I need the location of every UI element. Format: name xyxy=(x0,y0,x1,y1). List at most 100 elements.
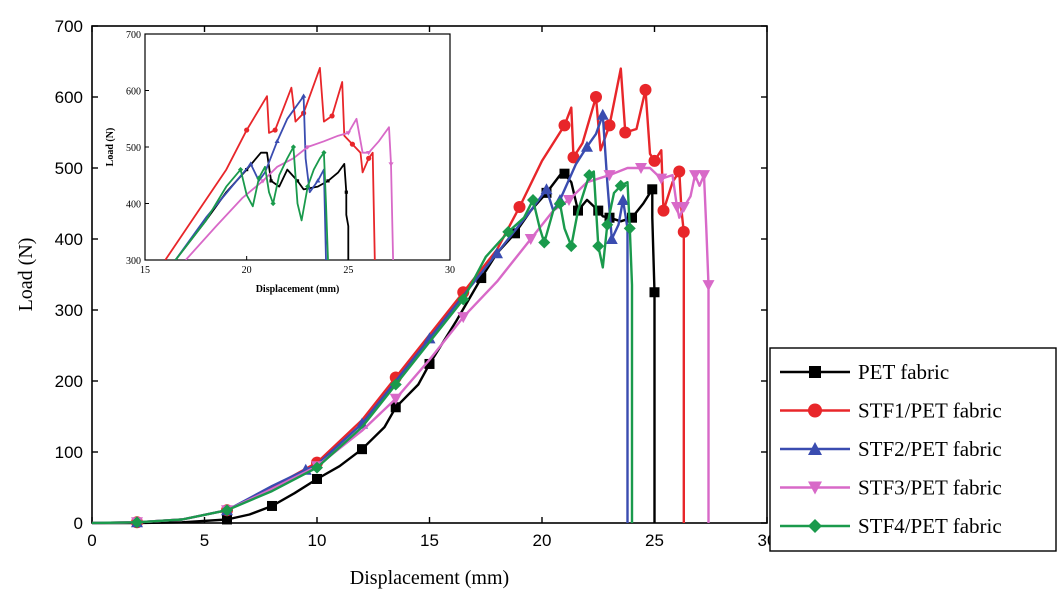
data-point xyxy=(513,201,526,214)
data-point xyxy=(559,168,570,179)
data-point xyxy=(502,225,515,238)
data-point xyxy=(554,197,566,210)
x-tick-label: 25 xyxy=(645,531,664,550)
data-point xyxy=(617,193,629,205)
data-point xyxy=(312,473,322,484)
inset-x-tick-label: 20 xyxy=(242,265,252,276)
inset-data-point xyxy=(345,131,351,136)
legend-marker xyxy=(808,442,822,455)
data-point xyxy=(635,163,647,174)
inset-data-point xyxy=(237,167,244,173)
data-point xyxy=(648,154,661,167)
data-point xyxy=(389,378,402,391)
x-tick-label: 5 xyxy=(200,531,209,550)
inset-data-point xyxy=(366,151,372,156)
legend-label: STF3/PET fabric xyxy=(858,476,1002,500)
legend-item: STF1/PET fabric xyxy=(780,399,1002,423)
data-point xyxy=(647,184,658,195)
data-point xyxy=(649,287,660,298)
inset-y-axis-title: Load (N) xyxy=(105,128,116,167)
data-point xyxy=(540,183,553,195)
inset-data-point xyxy=(260,179,266,184)
inset-y-tick-label: 600 xyxy=(126,87,141,98)
data-point xyxy=(657,204,670,217)
data-point xyxy=(623,222,636,235)
inset-y-tick-label: 500 xyxy=(126,143,141,154)
series-line xyxy=(91,170,634,525)
y-tick-label: 100 xyxy=(55,443,83,462)
data-point xyxy=(423,332,436,344)
inset-x-axis-title: Displacement (mm) xyxy=(256,284,340,295)
data-point xyxy=(221,504,233,517)
x-tick-label: 0 xyxy=(87,531,96,550)
data-point xyxy=(593,205,604,216)
legend-label: STF2/PET fabric xyxy=(858,437,1002,461)
inset-plot: 15 20 25 30 300 400 500 600 700 Displacement (mm)… xyxy=(105,30,455,295)
y-tick-label: 400 xyxy=(55,230,83,249)
data-point xyxy=(677,202,690,214)
data-point xyxy=(510,228,520,239)
legend-label: PET fabric xyxy=(858,360,949,384)
legend-item: STF2/PET fabric xyxy=(780,437,1002,461)
inset-data-point xyxy=(301,93,307,98)
data-point xyxy=(603,119,616,132)
y-tick-label: 0 xyxy=(74,514,83,533)
data-point xyxy=(565,240,578,253)
inset-x-tick-label: 25 xyxy=(343,265,353,276)
inset-data-point xyxy=(270,200,276,207)
x-axis-title: Displacement (mm) xyxy=(350,567,509,589)
main-plot: 0 5 10 15 20 25 300100200300400500600700Displa… xyxy=(15,17,776,589)
legend-item: STF4/PET fabric xyxy=(780,514,1002,538)
inset-x-tick-label: 15 xyxy=(140,265,150,276)
legend-item: STF3/PET fabric xyxy=(780,476,1002,500)
inset-data-point xyxy=(329,113,335,119)
data-point xyxy=(590,91,602,103)
inset-data-point xyxy=(269,179,273,183)
data-point xyxy=(558,119,571,132)
data-point xyxy=(311,461,323,474)
inset-data-point xyxy=(244,127,250,133)
inset-data-point xyxy=(295,179,300,183)
inset-x-tick-label: 30 xyxy=(445,265,455,276)
inset-data-point xyxy=(326,179,330,183)
data-point xyxy=(601,218,614,231)
inset-series-4 xyxy=(185,117,394,260)
inset-data-point xyxy=(272,127,278,133)
inset-plot-frame xyxy=(144,33,451,261)
data-point xyxy=(527,193,539,206)
data-point xyxy=(596,108,609,120)
data-point xyxy=(698,170,710,182)
inset-series-line xyxy=(164,67,376,260)
data-point xyxy=(581,140,593,152)
data-point xyxy=(390,402,401,413)
data-point xyxy=(627,212,637,223)
data-point xyxy=(491,247,503,259)
legend-marker xyxy=(808,519,822,533)
y-tick-label: 300 xyxy=(55,301,83,320)
y-tick-label: 600 xyxy=(55,88,83,107)
legend-marker xyxy=(808,481,822,495)
data-point xyxy=(457,312,470,324)
series-2 xyxy=(91,67,690,529)
data-point xyxy=(583,169,596,182)
data-point xyxy=(619,126,632,139)
data-point xyxy=(424,358,435,369)
legend-item: PET fabric xyxy=(780,360,949,384)
inset-data-point xyxy=(290,144,297,150)
inset-data-point xyxy=(344,190,348,194)
legend: PET fabric STF1/PET fabric STF2/PET fabric… xyxy=(769,347,1057,552)
legend-marker xyxy=(808,403,822,418)
inset-data-point xyxy=(349,141,355,147)
inset-y-tick-label: 400 xyxy=(126,200,141,211)
data-point xyxy=(605,233,618,244)
data-point xyxy=(357,444,367,455)
data-point xyxy=(524,234,537,245)
data-point xyxy=(689,170,701,182)
y-tick-label: 700 xyxy=(55,17,83,36)
x-tick-label: 20 xyxy=(533,531,552,550)
y-axis-title: Load (N) xyxy=(15,238,37,312)
data-point xyxy=(655,173,668,185)
y-tick-label: 500 xyxy=(55,159,83,178)
x-tick-label: 15 xyxy=(420,531,439,550)
